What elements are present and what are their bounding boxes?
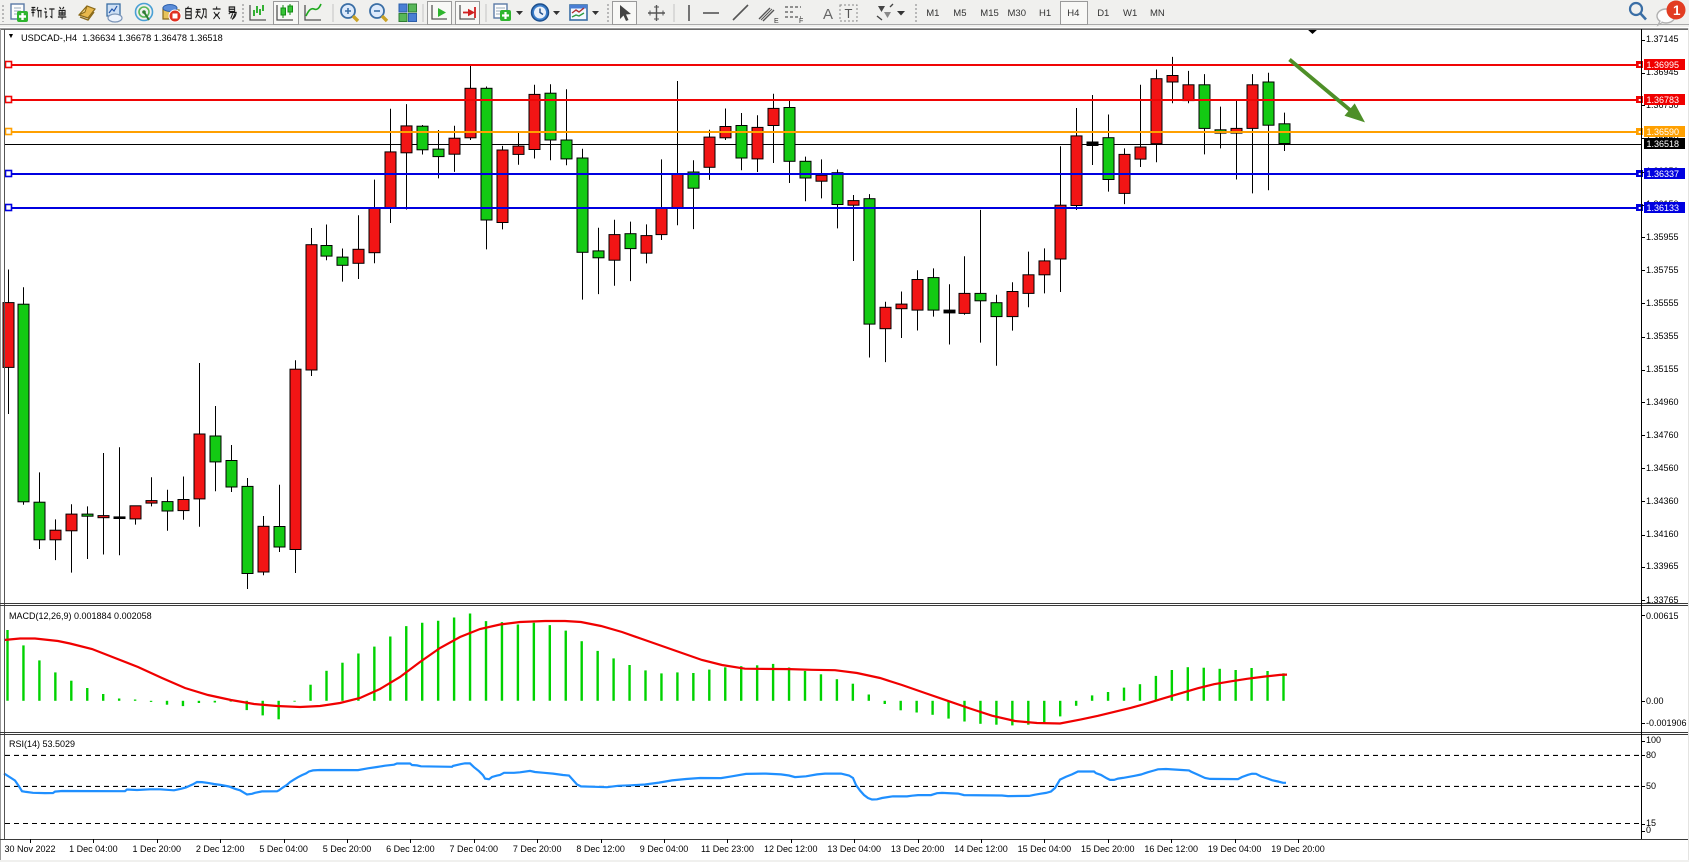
svg-text:T: T — [845, 6, 853, 21]
svg-text:E: E — [774, 18, 779, 25]
svg-text:F: F — [799, 18, 803, 25]
svg-text:1: 1 — [1673, 3, 1681, 18]
svg-text:A: A — [823, 6, 833, 23]
